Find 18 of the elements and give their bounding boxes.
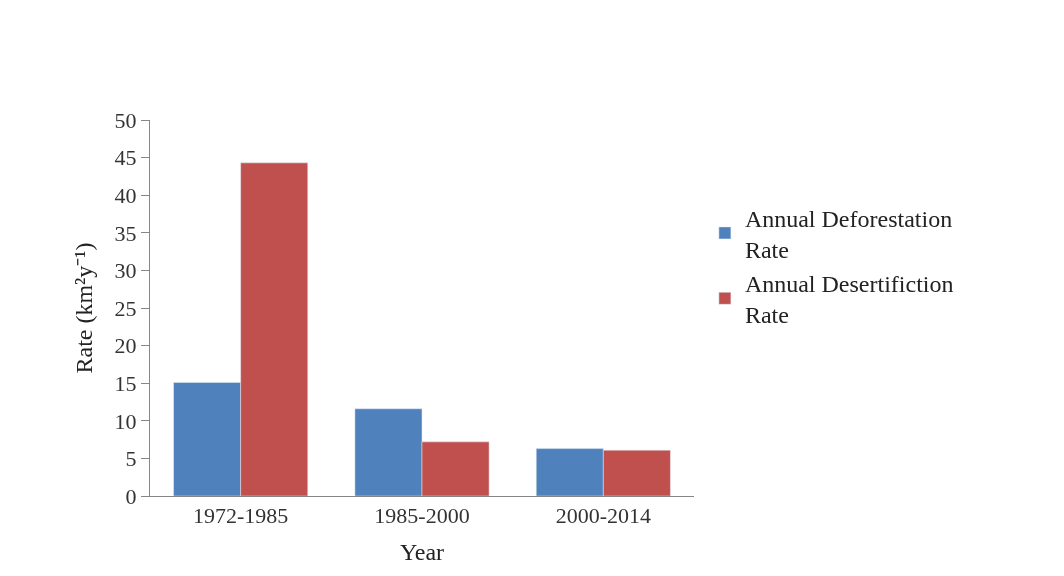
x-tick-label: 1985-2000 [374, 503, 470, 529]
x-tick-label: 1972-1985 [193, 503, 289, 529]
y-tick-label: 45 [114, 145, 137, 171]
y-tick-label: 0 [125, 483, 137, 509]
y-tick-label: 25 [114, 295, 137, 321]
y-tick-label: 30 [114, 258, 137, 284]
y-axis-title: Rate (km²y⁻¹) [70, 242, 97, 374]
y-tick-label: 50 [114, 107, 137, 133]
y-tick-label: 5 [125, 446, 137, 472]
y-tick-label: 15 [114, 370, 137, 396]
y-tick-label: 20 [114, 333, 137, 359]
y-tick-label: 40 [114, 182, 137, 208]
legend-label: Annual Desertifiction Rate [744, 271, 954, 329]
x-axis-title: Year [399, 538, 445, 565]
y-tick-label: 10 [114, 408, 137, 434]
y-tick-label: 35 [114, 220, 137, 246]
x-tick-label: 2000-2014 [555, 503, 651, 529]
legend-label: Annual Deforestation Rate [744, 205, 953, 263]
